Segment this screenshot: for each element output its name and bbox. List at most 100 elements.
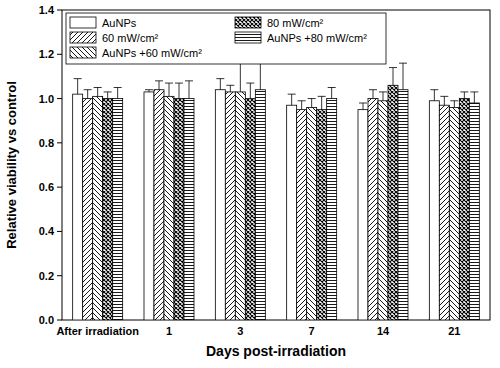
error-cap (470, 91, 478, 92)
legend-swatch (235, 17, 261, 28)
error-cap (216, 78, 224, 79)
error-cap (155, 80, 163, 81)
bar (469, 103, 479, 320)
bar (287, 105, 297, 320)
bar (184, 99, 194, 320)
x-axis-label: Days post-irradiation (206, 343, 346, 359)
y-tick (57, 54, 62, 55)
error-line (159, 81, 160, 90)
y-tick (57, 275, 62, 276)
bar (245, 99, 255, 320)
error-line (107, 92, 108, 99)
error-bar (145, 90, 153, 92)
x-tick-label: After irradiation (56, 325, 139, 337)
bar (235, 92, 245, 320)
error-line (321, 96, 322, 109)
error-bar (104, 92, 112, 99)
bar (378, 101, 388, 320)
error-cap (389, 67, 397, 68)
error-bar (246, 83, 254, 99)
legend-swatch (70, 32, 96, 43)
bar (144, 92, 154, 320)
error-line (444, 96, 445, 105)
bars (73, 61, 480, 320)
error-line (189, 81, 190, 99)
error-bar (236, 63, 244, 92)
y-tick-label: 1.4 (39, 4, 55, 16)
error-cap (74, 78, 82, 79)
bar (459, 99, 469, 320)
error-bar (185, 81, 193, 99)
error-line (77, 79, 78, 95)
error-bar (155, 81, 163, 90)
error-bar (288, 94, 296, 105)
bar (388, 85, 398, 320)
error-cap (369, 89, 377, 90)
bar (429, 101, 439, 320)
error-bar (369, 90, 377, 99)
y-tick-label: 0.2 (39, 270, 54, 282)
error-bar (430, 90, 438, 101)
bar (398, 90, 408, 320)
error-bar (226, 85, 234, 92)
error-cap (165, 83, 173, 84)
legend-label: 80 mW/cm² (267, 17, 324, 29)
error-cap (288, 94, 296, 95)
error-bar (470, 92, 478, 103)
error-line (87, 90, 88, 99)
bar (317, 110, 327, 320)
bar (73, 94, 83, 320)
error-cap (94, 87, 102, 88)
y-tick-label: 0.6 (39, 181, 54, 193)
bar (358, 110, 368, 320)
error-cap (328, 87, 336, 88)
error-bar (94, 88, 102, 97)
error-bar (379, 92, 387, 101)
error-bar (84, 90, 92, 99)
x-tick-label: 14 (377, 325, 390, 337)
error-line (393, 68, 394, 86)
error-line (301, 101, 302, 110)
error-cap (318, 96, 326, 97)
y-tick (57, 320, 62, 321)
legend: AuNPs60 mW/cm²AuNPs +60 mW/cm²80 mW/cm²A… (66, 13, 386, 64)
legend-label: AuNPs +80 mW/cm² (267, 32, 367, 44)
bar (164, 96, 174, 320)
y-tick (57, 187, 62, 188)
legend-swatch (70, 17, 96, 28)
error-cap (308, 98, 316, 99)
y-tick-label: 0.8 (39, 137, 54, 149)
error-cap (450, 100, 458, 101)
x-tick-label: 7 (309, 325, 315, 337)
bar (103, 99, 113, 320)
bar (307, 107, 317, 320)
error-bar (74, 79, 82, 95)
error-bar (165, 83, 173, 96)
error-cap (460, 91, 468, 92)
error-line (434, 90, 435, 101)
bar (113, 99, 123, 320)
error-cap (145, 89, 153, 90)
error-line (464, 92, 465, 99)
error-bar (460, 92, 468, 99)
error-cap (104, 91, 112, 92)
y-tick (57, 231, 62, 232)
bar (174, 99, 184, 320)
error-line (331, 88, 332, 99)
error-line (373, 90, 374, 99)
error-line (363, 103, 364, 110)
x-tick-label: 3 (237, 325, 243, 337)
error-cap (175, 83, 183, 84)
bar (439, 105, 449, 320)
error-line (97, 88, 98, 97)
y-tick (57, 142, 62, 143)
error-line (117, 88, 118, 99)
error-cap (399, 63, 407, 64)
error-bar (328, 88, 336, 99)
error-line (311, 99, 312, 108)
y-tick-label: 0.4 (39, 225, 55, 237)
error-line (291, 94, 292, 105)
error-cap (114, 87, 122, 88)
error-cap (359, 103, 367, 104)
legend-label: 60 mW/cm² (102, 32, 159, 44)
